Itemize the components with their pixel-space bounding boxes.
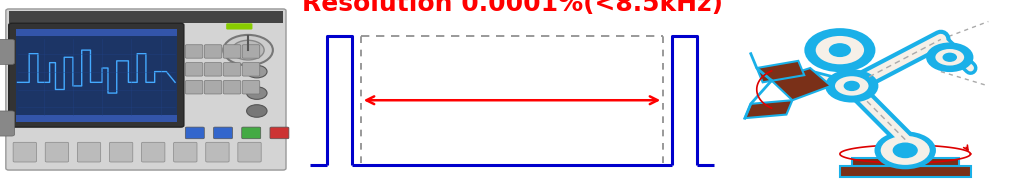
FancyBboxPatch shape: [185, 45, 203, 58]
FancyBboxPatch shape: [226, 23, 253, 30]
Text: Resolution 0.0001%(<8.5kHz): Resolution 0.0001%(<8.5kHz): [301, 0, 723, 16]
Circle shape: [934, 48, 966, 67]
FancyBboxPatch shape: [238, 142, 261, 162]
FancyBboxPatch shape: [214, 127, 232, 139]
FancyBboxPatch shape: [185, 81, 203, 94]
FancyBboxPatch shape: [840, 166, 971, 177]
Circle shape: [893, 143, 918, 158]
FancyBboxPatch shape: [223, 45, 241, 58]
FancyBboxPatch shape: [0, 39, 14, 64]
FancyBboxPatch shape: [16, 115, 176, 122]
Circle shape: [943, 53, 956, 61]
FancyBboxPatch shape: [243, 81, 260, 94]
FancyBboxPatch shape: [243, 63, 260, 76]
FancyBboxPatch shape: [174, 142, 197, 162]
FancyBboxPatch shape: [9, 11, 283, 23]
Circle shape: [247, 105, 267, 117]
Circle shape: [826, 71, 877, 101]
Circle shape: [247, 65, 267, 78]
FancyBboxPatch shape: [206, 142, 229, 162]
Circle shape: [806, 30, 874, 71]
FancyBboxPatch shape: [242, 127, 261, 139]
Circle shape: [232, 40, 264, 60]
Circle shape: [834, 75, 869, 97]
Polygon shape: [744, 100, 793, 118]
FancyBboxPatch shape: [205, 45, 222, 58]
FancyBboxPatch shape: [141, 142, 165, 162]
FancyBboxPatch shape: [205, 63, 222, 76]
FancyBboxPatch shape: [223, 63, 241, 76]
Circle shape: [928, 44, 972, 71]
FancyBboxPatch shape: [16, 29, 176, 122]
Polygon shape: [772, 68, 831, 100]
FancyBboxPatch shape: [0, 111, 14, 136]
FancyBboxPatch shape: [6, 9, 286, 170]
FancyBboxPatch shape: [110, 142, 133, 162]
FancyBboxPatch shape: [16, 29, 176, 36]
FancyBboxPatch shape: [45, 142, 69, 162]
Polygon shape: [757, 61, 804, 82]
FancyBboxPatch shape: [852, 158, 958, 166]
FancyBboxPatch shape: [243, 45, 260, 58]
FancyBboxPatch shape: [270, 127, 289, 139]
FancyBboxPatch shape: [9, 23, 184, 127]
Circle shape: [876, 132, 935, 168]
Circle shape: [845, 81, 859, 90]
FancyBboxPatch shape: [205, 81, 222, 94]
Circle shape: [880, 135, 931, 166]
FancyBboxPatch shape: [78, 142, 100, 162]
Circle shape: [815, 35, 865, 65]
Circle shape: [247, 87, 267, 99]
FancyBboxPatch shape: [223, 81, 241, 94]
FancyBboxPatch shape: [185, 127, 204, 139]
FancyBboxPatch shape: [13, 142, 37, 162]
Circle shape: [829, 44, 850, 56]
Circle shape: [223, 35, 272, 65]
FancyBboxPatch shape: [185, 63, 203, 76]
